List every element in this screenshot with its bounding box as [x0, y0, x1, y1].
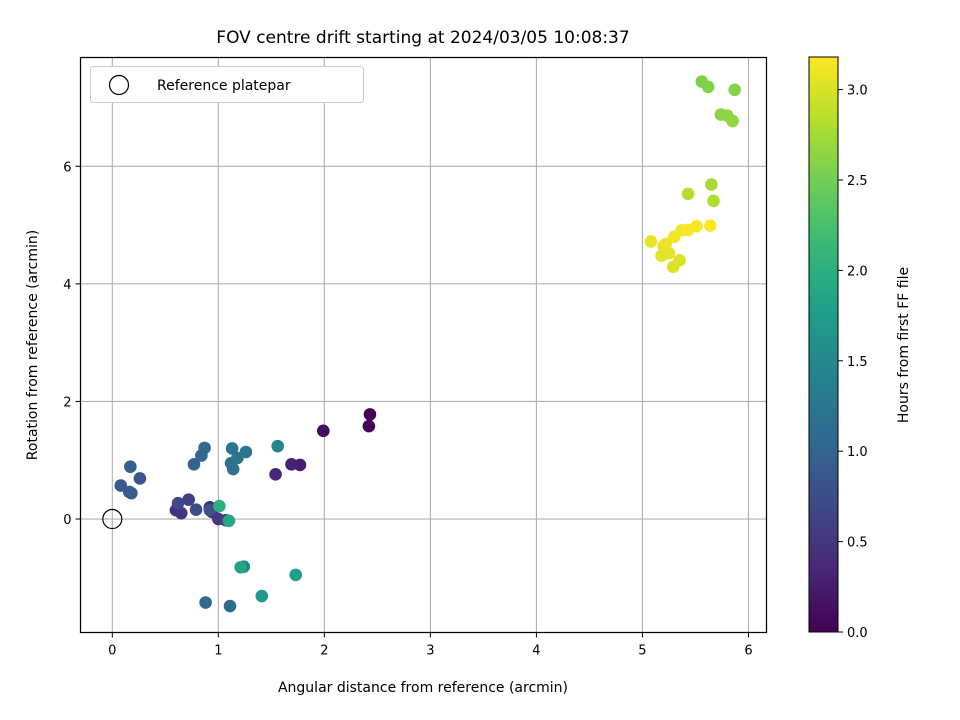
x-tick-label: 5 [638, 644, 646, 659]
y-tick-label: 6 [63, 160, 71, 175]
data-point [659, 237, 673, 251]
data-point [223, 599, 237, 613]
data-point [125, 486, 138, 500]
reference-marker-layer [102, 508, 123, 530]
colorbar-tick-label: 2.0 [847, 264, 868, 279]
data-point [114, 479, 128, 492]
data-point [199, 596, 212, 609]
colorbar-tick-label: 0.5 [847, 536, 868, 551]
x-tick-label: 2 [320, 644, 328, 659]
colorbar-tick-label: 3.0 [847, 84, 868, 99]
data-point [285, 458, 298, 471]
data-point [705, 178, 718, 191]
data-point [174, 506, 188, 520]
data-point [363, 408, 377, 421]
legend-entry-label: Reference platepar [157, 78, 291, 94]
y-axis-label: Rotation from reference (arcmin) [25, 230, 41, 460]
legend-marker-icon [108, 74, 130, 96]
chart-title: FOV centre drift starting at 2024/03/05 … [216, 28, 629, 48]
data-point [644, 235, 658, 248]
data-point [171, 496, 185, 510]
data-point [269, 468, 282, 481]
reference-platepar-marker [102, 508, 123, 530]
data-point [222, 514, 236, 528]
data-point [203, 503, 217, 517]
colorbar-frame [808, 56, 839, 633]
legend: Reference platepar [90, 66, 364, 103]
x-tick-label: 0 [108, 644, 116, 659]
x-tick-label: 6 [744, 644, 752, 659]
colorbar-tick-label: 2.5 [847, 174, 868, 189]
data-point [362, 419, 376, 433]
data-point [124, 460, 137, 474]
data-point [690, 219, 703, 233]
colorbar-tick-label: 0.0 [847, 626, 868, 641]
data-point [271, 439, 285, 453]
y-tick-label: 0 [63, 513, 71, 528]
data-point [728, 83, 741, 97]
data-point [182, 493, 195, 506]
data-point [133, 472, 147, 485]
data-point [255, 589, 269, 603]
y-tick-label: 2 [63, 395, 71, 410]
x-tick-label: 3 [426, 644, 434, 659]
data-point [726, 114, 739, 128]
data-point [225, 442, 239, 455]
data-point [704, 219, 717, 232]
plot-frame [79, 56, 768, 634]
colorbar-gradient [809, 57, 838, 632]
data-point [213, 499, 226, 513]
y-tick-label: 4 [63, 278, 71, 293]
colorbar-tick-label: 1.0 [847, 445, 868, 460]
x-tick-label: 4 [532, 644, 540, 659]
data-point [666, 260, 680, 274]
data-point [681, 187, 695, 201]
x-axis-ticks: 0 1 2 3 4 5 6 [108, 632, 753, 659]
colorbar-ticks: 0.0 0.5 1.0 1.5 2.0 2.5 3.0 [838, 84, 868, 641]
data-point [317, 424, 330, 438]
x-axis-label: Angular distance from reference (arcmin) [278, 680, 568, 696]
data-points [114, 75, 741, 613]
data-point [187, 458, 201, 471]
x-tick-label: 1 [214, 644, 222, 659]
colorbar-tick-label: 1.5 [847, 355, 868, 370]
data-point [701, 80, 715, 94]
data-point [226, 462, 240, 476]
data-point [239, 445, 253, 459]
data-point [198, 441, 211, 455]
data-point [189, 503, 203, 516]
colorbar-label: Hours from first FF file [896, 267, 912, 423]
data-point [234, 560, 247, 574]
data-point [707, 194, 720, 208]
data-point [289, 568, 303, 582]
grid [80, 57, 767, 633]
y-axis-ticks: 0 2 4 6 [63, 160, 81, 528]
legend-box [90, 66, 364, 103]
